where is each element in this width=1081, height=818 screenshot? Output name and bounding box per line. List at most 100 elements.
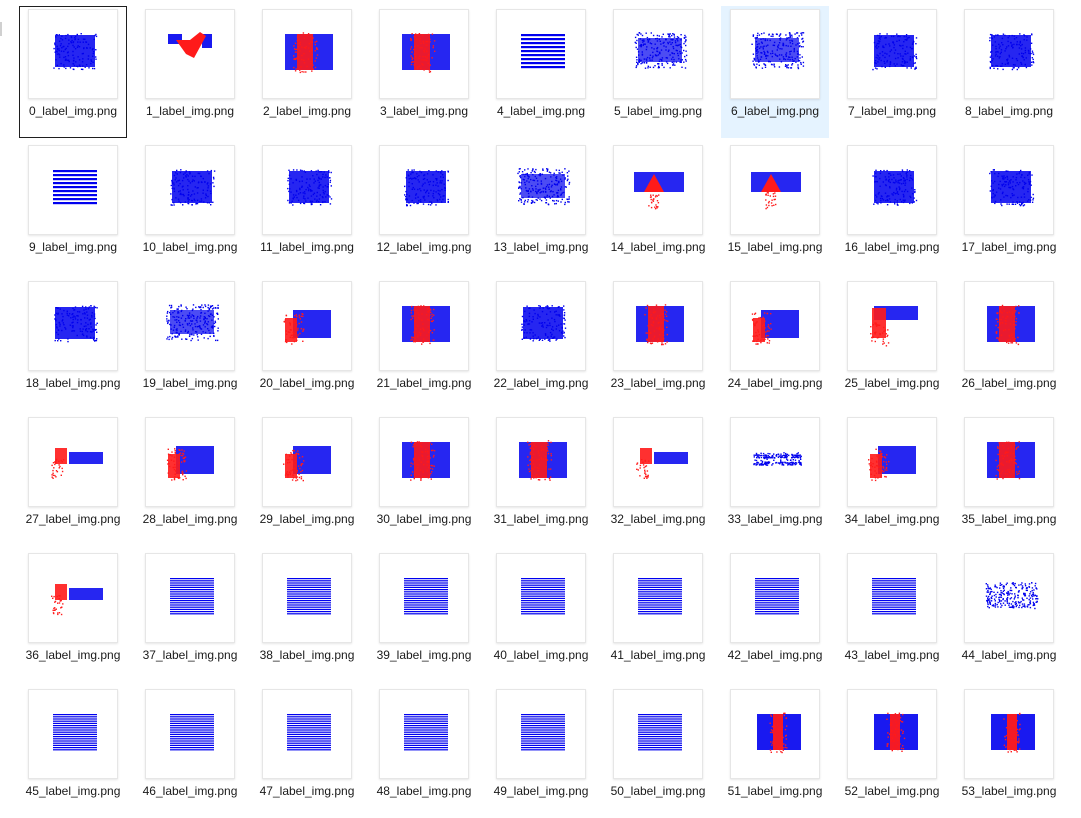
file-thumbnail[interactable] [613,553,703,643]
file-tile[interactable]: 26_label_img.png [955,278,1063,410]
file-tile[interactable]: 11_label_img.png [253,142,361,274]
file-thumbnail[interactable] [964,281,1054,371]
file-tile[interactable]: 49_label_img.png [487,686,595,818]
file-tile[interactable]: 29_label_img.png [253,414,361,546]
file-thumbnail[interactable] [379,553,469,643]
file-tile[interactable]: 1_label_img.png [136,6,244,138]
file-thumbnail[interactable] [496,689,586,779]
file-thumbnail[interactable] [847,9,937,99]
file-tile[interactable]: 13_label_img.png [487,142,595,274]
file-thumbnail[interactable] [613,9,703,99]
file-tile[interactable]: 45_label_img.png [19,686,127,818]
file-thumbnail[interactable] [730,145,820,235]
file-thumbnail[interactable] [847,145,937,235]
file-thumbnail[interactable] [262,9,352,99]
file-thumbnail[interactable] [28,281,118,371]
file-thumbnail[interactable] [28,9,118,99]
file-tile[interactable]: 15_label_img.png [721,142,829,274]
file-tile[interactable]: 4_label_img.png [487,6,595,138]
file-tile[interactable]: 12_label_img.png [370,142,478,274]
file-thumbnail[interactable] [964,145,1054,235]
file-thumbnail[interactable] [145,145,235,235]
file-tile[interactable]: 33_label_img.png [721,414,829,546]
file-thumbnail[interactable] [262,553,352,643]
file-tile[interactable]: 47_label_img.png [253,686,361,818]
file-tile[interactable]: 8_label_img.png [955,6,1063,138]
file-thumbnail[interactable] [379,689,469,779]
file-tile[interactable]: 50_label_img.png [604,686,712,818]
file-thumbnail[interactable] [262,145,352,235]
file-thumbnail[interactable] [964,689,1054,779]
file-thumbnail[interactable] [379,281,469,371]
file-thumbnail[interactable] [613,281,703,371]
file-tile[interactable]: 22_label_img.png [487,278,595,410]
file-tile[interactable]: 16_label_img.png [838,142,946,274]
file-tile[interactable]: 28_label_img.png [136,414,244,546]
file-thumbnail[interactable] [379,145,469,235]
file-thumbnail[interactable] [28,145,118,235]
file-thumbnail[interactable] [145,9,235,99]
file-tile[interactable]: 52_label_img.png [838,686,946,818]
file-thumbnail[interactable] [262,417,352,507]
file-thumbnail[interactable] [613,689,703,779]
file-thumbnail[interactable] [847,417,937,507]
scrollbar-edge[interactable] [0,22,2,36]
file-tile[interactable]: 14_label_img.png [604,142,712,274]
file-tile[interactable]: 24_label_img.png [721,278,829,410]
file-tile[interactable]: 35_label_img.png [955,414,1063,546]
file-tile[interactable]: 6_label_img.png [721,6,829,138]
file-thumbnail[interactable] [964,417,1054,507]
file-thumbnail[interactable] [730,9,820,99]
file-tile[interactable]: 2_label_img.png [253,6,361,138]
file-tile[interactable]: 38_label_img.png [253,550,361,682]
file-tile[interactable]: 53_label_img.png [955,686,1063,818]
file-thumbnail[interactable] [847,689,937,779]
file-tile[interactable]: 7_label_img.png [838,6,946,138]
file-thumbnail[interactable] [730,553,820,643]
file-tile[interactable]: 48_label_img.png [370,686,478,818]
file-tile[interactable]: 9_label_img.png [19,142,127,274]
file-thumbnail[interactable] [847,281,937,371]
file-thumbnail[interactable] [379,9,469,99]
file-thumbnail[interactable] [145,553,235,643]
file-tile[interactable]: 31_label_img.png [487,414,595,546]
file-thumbnail[interactable] [28,553,118,643]
file-tile[interactable]: 51_label_img.png [721,686,829,818]
file-thumbnail[interactable] [496,281,586,371]
file-tile[interactable]: 23_label_img.png [604,278,712,410]
file-thumbnail[interactable] [496,417,586,507]
file-thumbnail[interactable] [730,417,820,507]
file-tile[interactable]: 42_label_img.png [721,550,829,682]
file-thumbnail[interactable] [145,417,235,507]
file-tile[interactable]: 39_label_img.png [370,550,478,682]
file-thumbnail[interactable] [496,553,586,643]
file-tile[interactable]: 43_label_img.png [838,550,946,682]
file-tile[interactable]: 5_label_img.png [604,6,712,138]
file-thumbnail[interactable] [145,281,235,371]
file-tile[interactable]: 21_label_img.png [370,278,478,410]
file-thumbnail[interactable] [613,417,703,507]
file-thumbnail[interactable] [28,689,118,779]
file-thumbnail[interactable] [730,689,820,779]
file-thumbnail[interactable] [262,281,352,371]
file-thumbnail[interactable] [28,417,118,507]
file-tile[interactable]: 10_label_img.png [136,142,244,274]
file-thumbnail[interactable] [262,689,352,779]
file-tile[interactable]: 36_label_img.png [19,550,127,682]
file-thumbnail[interactable] [847,553,937,643]
file-thumbnail[interactable] [613,145,703,235]
file-tile[interactable]: 17_label_img.png [955,142,1063,274]
file-tile[interactable]: 0_label_img.png [19,6,127,138]
file-thumbnail[interactable] [730,281,820,371]
file-thumbnail[interactable] [964,9,1054,99]
file-thumbnail[interactable] [496,145,586,235]
file-tile[interactable]: 34_label_img.png [838,414,946,546]
file-tile[interactable]: 3_label_img.png [370,6,478,138]
file-tile[interactable]: 25_label_img.png [838,278,946,410]
file-tile[interactable]: 37_label_img.png [136,550,244,682]
file-thumbnail[interactable] [964,553,1054,643]
file-tile[interactable]: 18_label_img.png [19,278,127,410]
file-tile[interactable]: 46_label_img.png [136,686,244,818]
file-thumbnail[interactable] [496,9,586,99]
file-thumbnail[interactable] [145,689,235,779]
